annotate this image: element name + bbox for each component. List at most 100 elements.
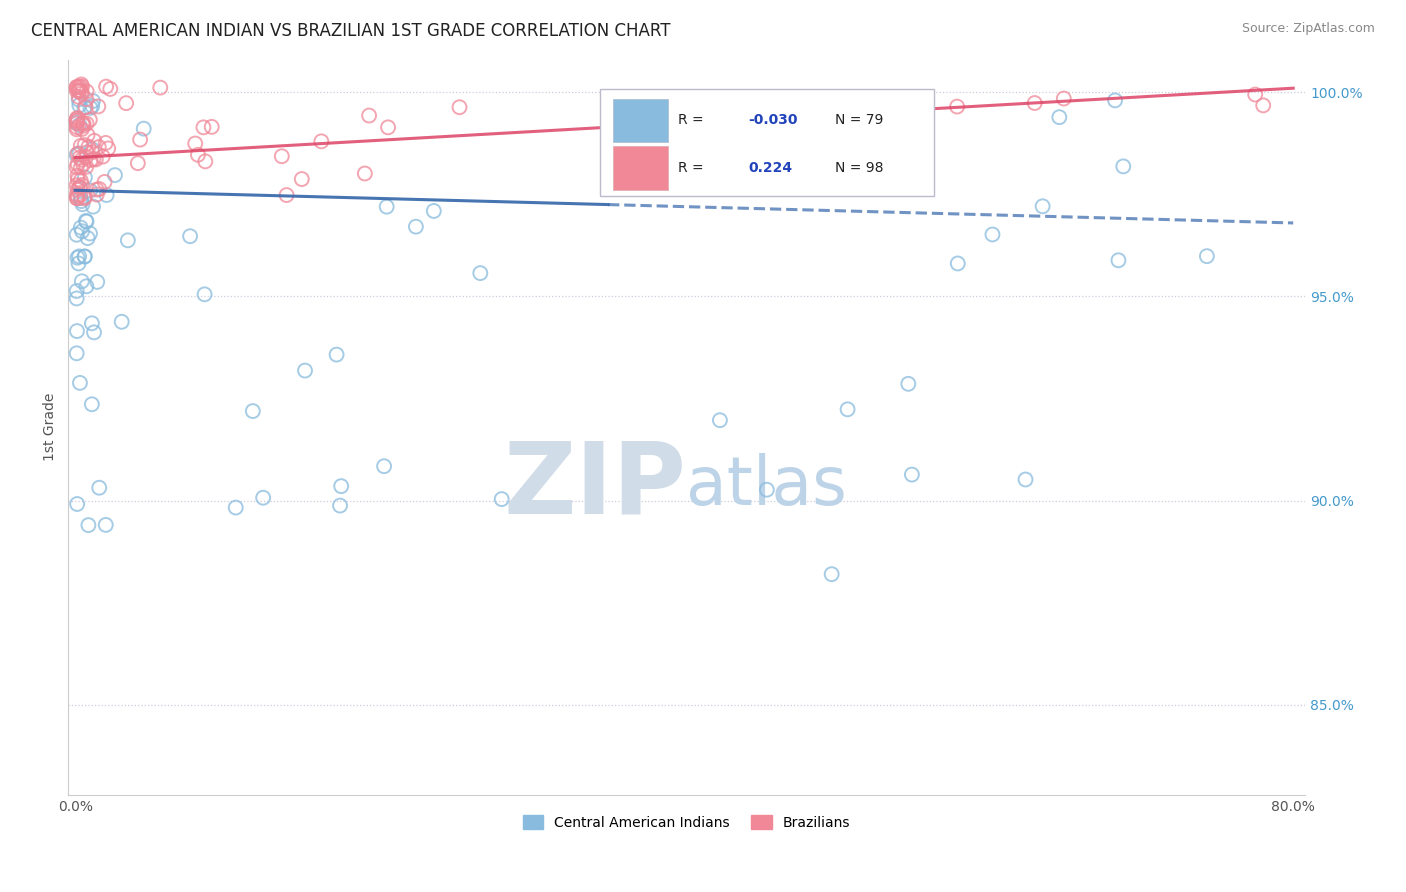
Point [225, 500, 247, 515]
Point [69, 161, 91, 175]
Point [87, 99, 110, 113]
Point [1032, 199, 1054, 213]
Point [946, 100, 969, 114]
Point [276, 188, 298, 202]
Point [70, 274, 93, 288]
Point [75, 100, 97, 114]
Point [79, 184, 101, 198]
Point [70, 224, 93, 238]
Point [89, 182, 111, 196]
Point [117, 233, 139, 247]
Point [66, 172, 89, 186]
Point [194, 154, 217, 169]
Point [97, 141, 120, 155]
Point [291, 172, 314, 186]
Point [70, 178, 93, 192]
Point [405, 219, 427, 234]
Point [66, 497, 89, 511]
Point [69, 180, 91, 194]
Point [70, 79, 93, 94]
Point [83, 134, 105, 148]
Text: 0.224: 0.224 [748, 161, 793, 175]
Point [67, 118, 90, 132]
Point [76, 117, 98, 131]
Point [91, 150, 114, 164]
Point [69, 151, 91, 165]
Point [373, 459, 395, 474]
Point [187, 148, 209, 162]
Point [325, 348, 347, 362]
Point [69, 181, 91, 195]
Point [66, 84, 89, 98]
Point [67, 98, 90, 112]
Point [66, 120, 89, 135]
Point [94, 136, 117, 150]
Point [901, 467, 924, 482]
Point [66, 178, 89, 193]
Y-axis label: 1st Grade: 1st Grade [44, 393, 58, 461]
Point [66, 251, 89, 265]
Point [294, 363, 316, 377]
Point [127, 156, 149, 170]
Point [491, 492, 513, 507]
Point [981, 227, 1004, 242]
Text: R =: R = [678, 161, 703, 175]
Point [67, 84, 90, 98]
Point [66, 111, 89, 125]
Point [423, 203, 446, 218]
Point [66, 187, 89, 202]
Point [66, 157, 89, 171]
Point [93, 175, 115, 189]
Point [66, 116, 89, 130]
Point [66, 122, 89, 136]
Point [76, 214, 98, 228]
Point [709, 132, 731, 146]
Text: CENTRAL AMERICAN INDIAN VS BRAZILIAN 1ST GRADE CORRELATION CHART: CENTRAL AMERICAN INDIAN VS BRAZILIAN 1ST… [31, 22, 671, 40]
Point [66, 114, 89, 128]
Point [73, 170, 96, 185]
Point [329, 499, 352, 513]
Point [252, 491, 274, 505]
Point [79, 112, 101, 127]
Point [897, 376, 920, 391]
Point [821, 567, 844, 582]
Point [75, 279, 97, 293]
Point [67, 90, 90, 104]
Point [66, 112, 89, 127]
Point [193, 287, 215, 301]
Point [470, 266, 492, 280]
Point [76, 84, 98, 98]
Point [1251, 98, 1274, 112]
Point [66, 113, 89, 128]
Point [67, 146, 90, 161]
Point [1107, 253, 1129, 268]
Point [66, 227, 89, 242]
Point [1047, 110, 1070, 124]
Point [84, 153, 107, 167]
Point [72, 157, 94, 171]
Point [73, 250, 96, 264]
Point [73, 100, 96, 114]
Point [80, 397, 103, 411]
Point [75, 214, 97, 228]
Text: atlas: atlas [686, 453, 848, 519]
Point [82, 200, 104, 214]
Point [70, 78, 93, 92]
Text: Source: ZipAtlas.com: Source: ZipAtlas.com [1241, 22, 1375, 36]
Point [69, 376, 91, 390]
Point [80, 142, 103, 156]
Point [82, 152, 104, 166]
Point [87, 140, 110, 154]
Point [67, 249, 90, 263]
Point [86, 183, 108, 197]
Point [359, 109, 381, 123]
Point [77, 140, 100, 154]
Point [1112, 160, 1135, 174]
Point [270, 149, 292, 163]
Point [66, 146, 89, 161]
Point [80, 153, 103, 168]
Point [94, 79, 117, 94]
Point [70, 194, 93, 208]
Point [82, 99, 104, 113]
Point [73, 191, 96, 205]
